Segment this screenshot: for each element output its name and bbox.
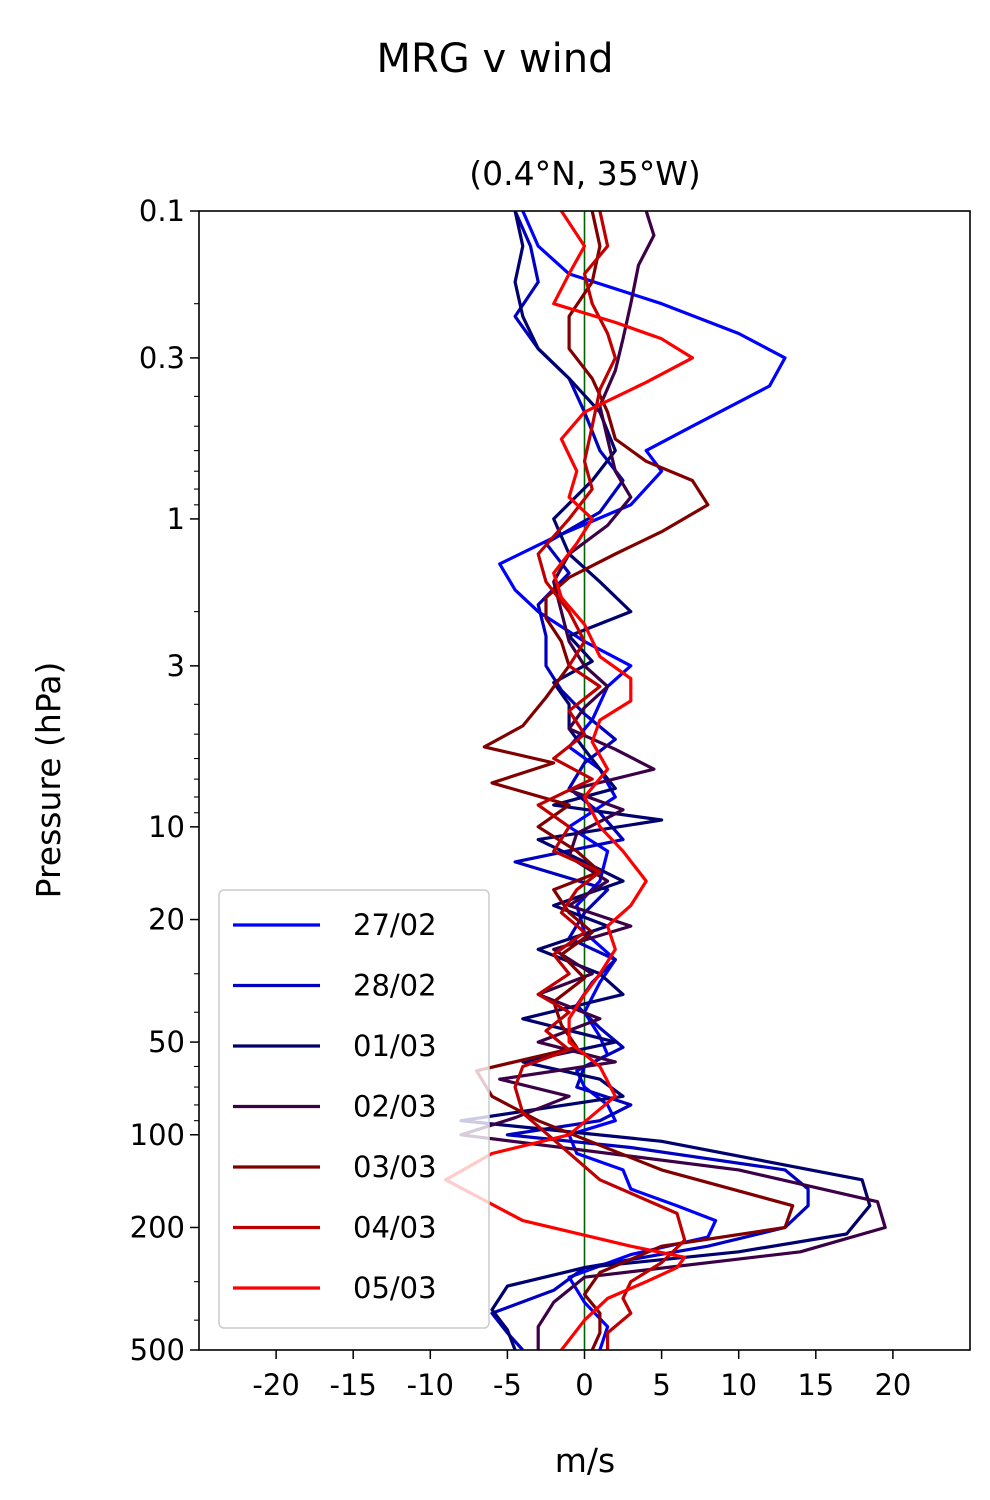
x-tick-label: 15 xyxy=(797,1368,834,1402)
series-line-4 xyxy=(459,211,887,1350)
legend-label-5: 03/03 xyxy=(353,1150,437,1184)
x-tick-label: -10 xyxy=(407,1368,454,1402)
legend-box xyxy=(218,889,490,1329)
legend-label-3: 01/03 xyxy=(353,1029,437,1063)
figure-suptitle: MRG v wind xyxy=(377,36,614,82)
y-tick-label: 0.3 xyxy=(139,341,185,375)
x-axis-label: m/s xyxy=(555,1441,615,1480)
y-tick-label: 100 xyxy=(130,1118,185,1152)
x-tick-label: 10 xyxy=(720,1368,757,1402)
legend-label-2: 28/02 xyxy=(353,969,437,1003)
x-tick-label: -15 xyxy=(330,1368,377,1402)
x-tick-label: -5 xyxy=(493,1368,522,1402)
x-tick-label: 20 xyxy=(874,1368,911,1402)
x-tick-label: 0 xyxy=(575,1368,593,1402)
y-tick-label: 50 xyxy=(148,1025,185,1059)
y-tick-label: 3 xyxy=(167,649,185,683)
legend-label-1: 27/02 xyxy=(353,908,437,942)
series-line-3 xyxy=(459,211,872,1350)
series-line-1 xyxy=(498,211,787,1350)
y-tick-label: 200 xyxy=(130,1210,185,1244)
y-tick-label: 500 xyxy=(130,1333,185,1367)
series-line-5 xyxy=(475,211,795,1350)
y-tick-label: 10 xyxy=(148,810,185,844)
y-tick-label: 0.1 xyxy=(139,194,185,228)
chart-title: (0.4°N, 35°W) xyxy=(469,154,701,193)
y-tick-label: 1 xyxy=(167,502,185,536)
legend-label-4: 02/03 xyxy=(353,1090,437,1124)
x-tick-label: 5 xyxy=(652,1368,670,1402)
y-tick-label: 20 xyxy=(148,903,185,937)
legend-label-6: 04/03 xyxy=(353,1211,437,1245)
series-line-6 xyxy=(513,211,687,1350)
legend: 27/02 28/02 01/03 02/03 03/03 04/03 05/03 xyxy=(218,889,490,1329)
legend-label-7: 05/03 xyxy=(353,1271,437,1305)
y-axis-label: Pressure (hPa) xyxy=(29,662,68,899)
x-tick-label: -20 xyxy=(252,1368,299,1402)
